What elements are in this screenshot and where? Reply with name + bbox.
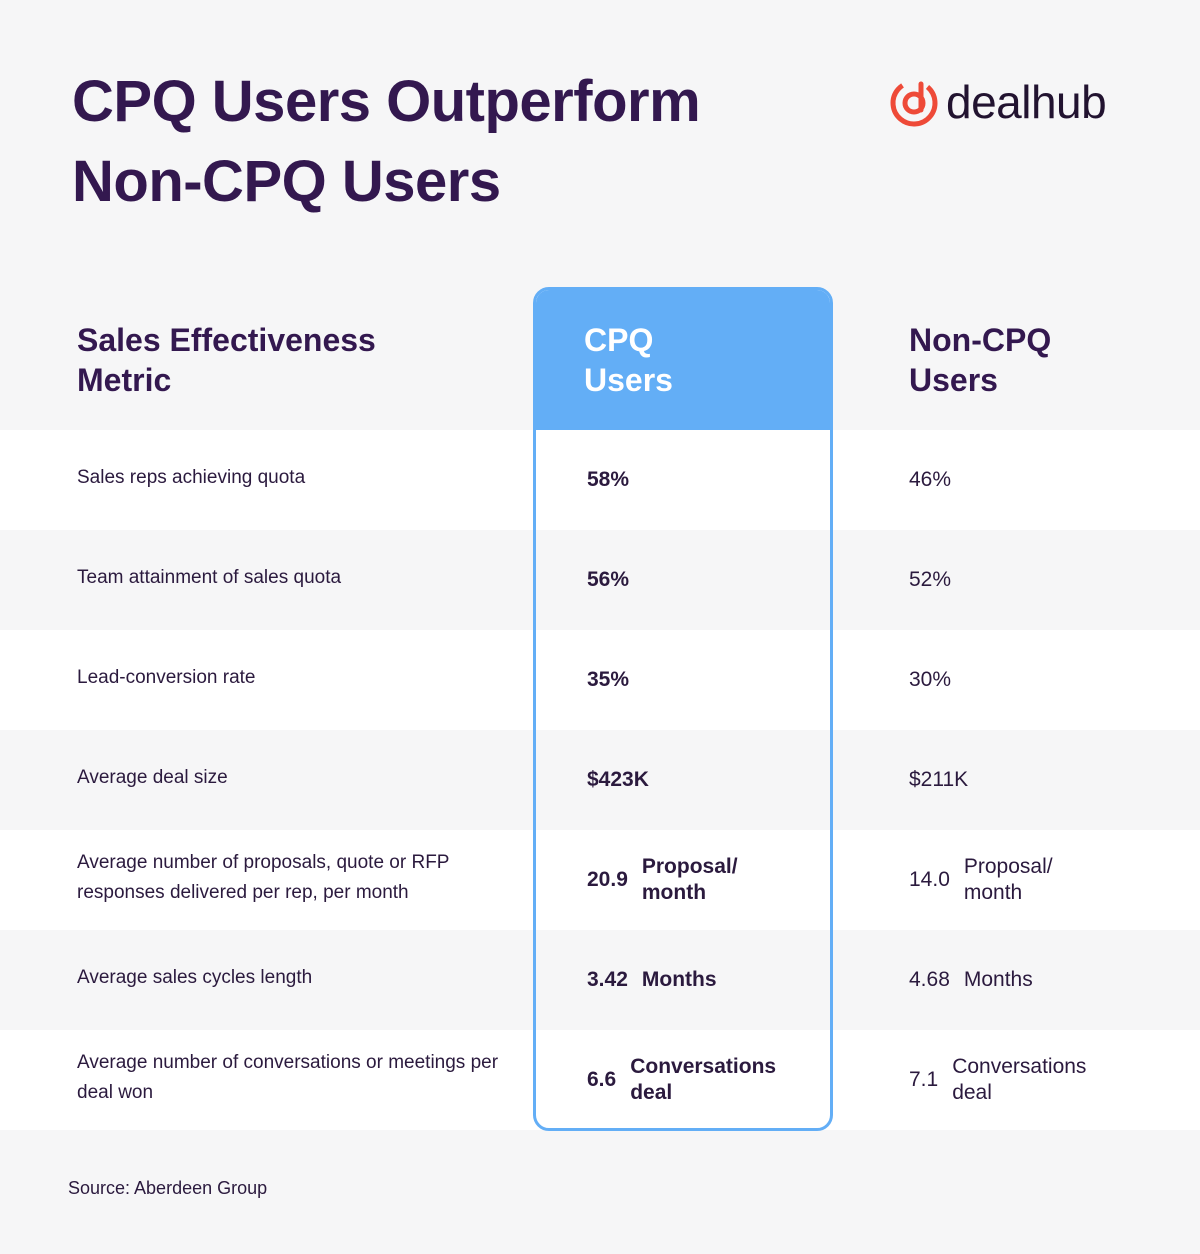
metric-label: Average number of proposals, quote or RF… — [77, 852, 450, 903]
metric-label: Average number of conversations or meeti… — [77, 1052, 499, 1103]
non-cpq-unit: Conversations deal — [952, 1055, 1087, 1104]
non-cpq-unit: Proposal/ month — [963, 855, 1053, 904]
cpq-value: 35% — [587, 668, 630, 691]
cpq-unit: Proposal/ month — [641, 855, 738, 904]
table-row: Lead-conversion rate 35% 30% — [0, 630, 1200, 730]
non-cpq-value: 7.1 Conversations deal — [909, 1030, 1102, 1130]
dealhub-logo: dealhub — [888, 72, 1107, 132]
cpq-column-header-bg — [536, 290, 830, 430]
metric-label: Lead-conversion rate — [77, 667, 256, 688]
table-row: Average number of proposals, quote or RF… — [0, 830, 1200, 930]
cpq-value: 58% — [587, 468, 630, 491]
table-row: Sales reps achieving quota 58% 46% — [0, 430, 1200, 530]
page-title: CPQ Users Outperform Non-CPQ Users — [72, 62, 701, 222]
metric-label: Average deal size — [77, 767, 228, 788]
metric-label: Sales reps achieving quota — [77, 467, 306, 488]
cpq-unit: Months — [641, 968, 717, 991]
non-cpq-value: 52% — [909, 568, 952, 591]
non-cpq-unit: Months — [963, 968, 1033, 991]
non-cpq-value: 46% — [909, 468, 952, 491]
non-cpq-value: 4.68 Months — [909, 968, 1033, 991]
cpq-value: 6.6 Conversations deal — [587, 1030, 780, 1130]
non-cpq-value: $211K — [909, 768, 969, 791]
cpq-value: 56% — [587, 568, 630, 591]
source-note: Source: Aberdeen Group — [68, 1178, 268, 1198]
non-cpq-value: 14.0 Proposal/ month — [909, 830, 1114, 930]
table-row: Team attainment of sales quota 56% 52% — [0, 530, 1200, 630]
header-non-cpq-users: Non-CPQ Users — [909, 322, 1052, 398]
logo-text: dealhub — [946, 76, 1107, 128]
table-row: Average deal size $423K $211K — [0, 730, 1200, 830]
cpq-column-highlight — [533, 287, 833, 1131]
table-row: Average sales cycles length 3.42 Months … — [0, 930, 1200, 1030]
header-cpq-users: CPQ Users — [584, 322, 673, 398]
cpq-value: $423K — [587, 768, 649, 791]
header-metric: Sales Effectiveness Metric — [77, 322, 376, 398]
metric-label: Average sales cycles length — [77, 967, 313, 988]
non-cpq-value: 30% — [909, 668, 952, 691]
page-title-line1: CPQ Users Outperform — [72, 69, 701, 134]
table-row: Average number of conversations or meeti… — [0, 1030, 1200, 1130]
cpq-value: 3.42 Months — [587, 968, 717, 991]
metric-label: Team attainment of sales quota — [77, 567, 342, 588]
comparison-table: Sales reps achieving quota 58% 46% Team … — [0, 430, 1200, 1130]
page-title-line2: Non-CPQ Users — [72, 149, 501, 214]
cpq-value: 20.9 Proposal/ month — [587, 830, 792, 930]
dealhub-logo-icon — [890, 79, 938, 127]
cpq-unit: Conversations deal — [630, 1055, 777, 1104]
